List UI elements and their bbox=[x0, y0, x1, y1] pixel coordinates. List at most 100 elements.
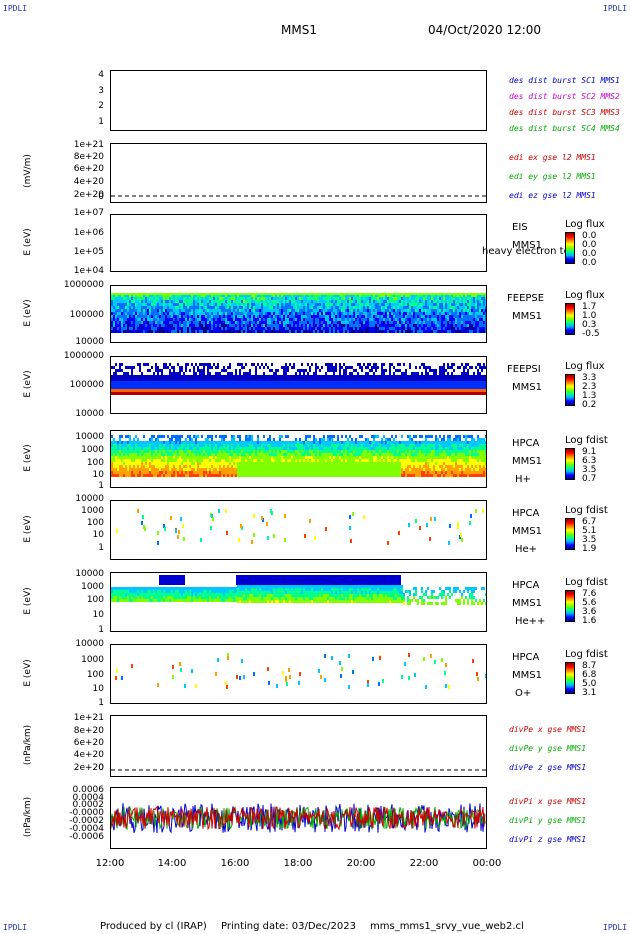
data-cell bbox=[473, 321, 475, 324]
data-cell bbox=[391, 294, 393, 297]
data-cell bbox=[183, 372, 185, 375]
data-cell bbox=[157, 297, 159, 300]
data-cell bbox=[211, 378, 213, 381]
data-cell bbox=[301, 384, 303, 387]
data-cell bbox=[479, 294, 481, 297]
data-cell bbox=[201, 306, 203, 309]
data-cell bbox=[191, 375, 193, 378]
data-cell bbox=[379, 303, 381, 306]
data-cell bbox=[193, 327, 195, 330]
data-cell bbox=[455, 375, 457, 378]
data-cell bbox=[479, 384, 481, 387]
data-cell bbox=[239, 327, 241, 330]
data-cell bbox=[169, 300, 171, 303]
data-cell bbox=[481, 309, 483, 312]
data-cell bbox=[257, 297, 259, 300]
data-cell bbox=[415, 330, 417, 333]
data-cell bbox=[143, 468, 145, 471]
data-cell bbox=[325, 309, 327, 312]
data-cell bbox=[395, 312, 397, 315]
plot-panel bbox=[110, 143, 487, 203]
data-cell bbox=[207, 324, 209, 327]
data-cell bbox=[205, 297, 207, 300]
data-cell bbox=[201, 327, 203, 330]
data-cell bbox=[335, 303, 337, 306]
data-cell bbox=[407, 327, 409, 330]
y-tick-label: 4e+20 bbox=[73, 177, 104, 187]
data-cell bbox=[265, 327, 267, 330]
data-cell bbox=[147, 294, 149, 297]
data-cell bbox=[129, 315, 131, 318]
data-cell bbox=[143, 465, 145, 468]
data-cell bbox=[201, 381, 203, 384]
data-cell bbox=[467, 306, 469, 309]
data-cell bbox=[169, 465, 171, 468]
data-cell bbox=[289, 324, 291, 327]
data-cell bbox=[415, 318, 417, 321]
data-cell bbox=[259, 327, 261, 330]
data-cell bbox=[143, 375, 145, 378]
data-cell bbox=[447, 324, 449, 327]
data-cell bbox=[339, 300, 341, 303]
data-cell bbox=[137, 309, 139, 312]
data-cell bbox=[363, 375, 365, 378]
data-cell bbox=[435, 324, 437, 327]
data-cell bbox=[407, 318, 409, 321]
data-cell bbox=[281, 324, 283, 327]
data-cell bbox=[197, 381, 199, 384]
data-cell bbox=[171, 327, 173, 330]
data-cell bbox=[213, 297, 215, 300]
data-cell bbox=[213, 471, 215, 474]
data-cell bbox=[149, 327, 151, 330]
y-tick-label: 8e+20 bbox=[73, 152, 104, 162]
data-cell bbox=[485, 315, 486, 318]
data-cell bbox=[219, 330, 221, 333]
data-cell bbox=[443, 312, 445, 315]
data-cell bbox=[273, 375, 275, 378]
data-cell bbox=[165, 327, 167, 330]
data-cell bbox=[435, 384, 437, 387]
data-cell bbox=[265, 330, 267, 333]
data-cell bbox=[135, 384, 137, 387]
data-cell bbox=[377, 381, 379, 384]
data-cell bbox=[281, 381, 283, 384]
data-cell bbox=[315, 297, 317, 300]
data-cell bbox=[137, 294, 139, 297]
data-cell bbox=[311, 318, 313, 321]
data-cell bbox=[181, 453, 183, 456]
data-cell bbox=[447, 303, 449, 306]
data-cell bbox=[119, 294, 121, 297]
data-cell bbox=[181, 315, 183, 318]
data-cell bbox=[149, 300, 151, 303]
data-cell bbox=[191, 447, 193, 450]
data-cell bbox=[271, 300, 273, 303]
data-cell bbox=[375, 303, 377, 306]
data-cell bbox=[139, 456, 141, 459]
data-cell bbox=[163, 375, 165, 378]
data-cell bbox=[179, 474, 181, 477]
data-cell bbox=[447, 387, 449, 390]
data-cell bbox=[425, 369, 427, 372]
data-cell bbox=[151, 327, 153, 330]
data-cell bbox=[337, 327, 339, 330]
data-cell bbox=[393, 309, 395, 312]
data-cell bbox=[143, 387, 145, 390]
data-cell bbox=[239, 468, 241, 471]
data-cell bbox=[125, 378, 127, 381]
data-cell bbox=[327, 363, 329, 366]
data-cell bbox=[279, 321, 281, 324]
data-cell bbox=[253, 321, 255, 324]
legend-entry: des dist burst SC2 MMS2 bbox=[509, 92, 620, 101]
data-cell bbox=[159, 312, 161, 315]
data-cell bbox=[133, 462, 135, 465]
y-tick-label: 2e+20 bbox=[73, 190, 104, 200]
data-cell bbox=[189, 444, 191, 447]
data-cell bbox=[461, 297, 463, 300]
data-cell bbox=[359, 387, 361, 390]
data-cell bbox=[373, 318, 375, 321]
data-cell bbox=[335, 384, 337, 387]
data-cell bbox=[113, 468, 115, 471]
data-cell bbox=[207, 372, 209, 375]
data-cell bbox=[357, 330, 359, 333]
data-cell bbox=[169, 306, 171, 309]
